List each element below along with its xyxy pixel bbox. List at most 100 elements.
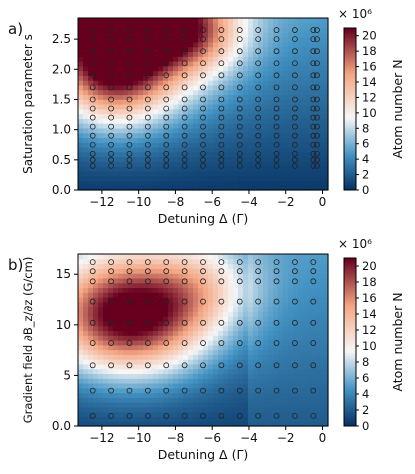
heatmap-cell <box>238 132 244 139</box>
heatmap-cell <box>213 320 219 327</box>
heatmap-cell <box>168 185 174 191</box>
heatmap-cell <box>273 147 279 153</box>
heatmap-cell <box>158 359 164 365</box>
heatmap-cell <box>168 99 174 105</box>
heatmap-cell <box>278 80 284 86</box>
heatmap-cell <box>303 137 309 143</box>
heatmap-cell <box>108 89 114 96</box>
heatmap-cell <box>143 306 149 312</box>
heatmap-cell <box>133 373 139 379</box>
heatmap-cell <box>143 387 149 394</box>
sample-point <box>310 298 317 305</box>
heatmap-cell <box>318 392 324 398</box>
heatmap-cell <box>133 118 139 124</box>
heatmap-cell <box>278 273 284 279</box>
sample-point <box>236 298 243 305</box>
heatmap-cell <box>283 166 289 172</box>
heatmap-cell <box>203 378 209 384</box>
sample-point <box>163 387 170 394</box>
heatmap-cell <box>228 287 234 293</box>
heatmap-cell <box>98 320 104 327</box>
heatmap-cell <box>158 297 164 303</box>
heatmap-cell <box>138 325 144 332</box>
heatmap-cell <box>213 268 219 274</box>
heatmap-cell <box>128 416 134 422</box>
heatmap-cell <box>168 75 174 81</box>
heatmap-cell <box>118 330 124 336</box>
heatmap-cell <box>233 297 239 303</box>
heatmap-cell <box>168 32 174 38</box>
heatmap-cell <box>143 368 149 375</box>
sample-point <box>108 141 114 148</box>
heatmap-cell <box>113 402 119 408</box>
heatmap-cell <box>268 22 274 29</box>
heatmap-cell <box>213 80 219 86</box>
heatmap-cell <box>223 397 229 403</box>
heatmap-cell <box>303 147 309 153</box>
heatmap-cell <box>218 359 224 365</box>
heatmap-cell <box>268 142 274 148</box>
heatmap-cell <box>88 268 94 274</box>
heatmap-cell <box>278 287 284 293</box>
heatmap-cell <box>188 411 194 418</box>
heatmap-cell <box>193 378 199 384</box>
heatmap-cell <box>173 70 179 76</box>
sample-point <box>236 123 243 130</box>
colorbar-segment <box>344 289 356 293</box>
sample-point <box>163 72 170 79</box>
heatmap-cell <box>273 277 279 284</box>
heatmap-cell <box>98 292 104 298</box>
sample-point <box>310 268 317 275</box>
heatmap-cell <box>128 254 134 260</box>
heatmap-cell <box>323 297 329 303</box>
heatmap-cell <box>283 306 289 312</box>
heatmap-cell <box>263 70 269 76</box>
heatmap-cell <box>278 70 284 76</box>
heatmap-cell <box>93 392 99 398</box>
heatmap-cell <box>143 75 149 81</box>
heatmap-cell <box>248 411 254 418</box>
heatmap-cell <box>83 421 89 427</box>
heatmap-cell <box>283 297 289 303</box>
heatmap-cell <box>113 344 119 351</box>
heatmap-cell <box>308 349 314 355</box>
heatmap-cell <box>233 18 239 24</box>
heatmap-cell <box>228 185 234 191</box>
heatmap-cell <box>188 397 194 403</box>
heatmap-cell <box>153 383 159 389</box>
colorbar-segment <box>344 371 356 374</box>
heatmap-cell <box>233 22 239 29</box>
colorbar-segment <box>344 260 356 263</box>
heatmap-cell <box>163 301 169 308</box>
heatmap-cell <box>273 258 279 265</box>
heatmap-cell <box>268 70 274 76</box>
heatmap-cell <box>218 27 224 33</box>
heatmap-cell <box>223 22 229 29</box>
heatmap-cell <box>128 127 134 134</box>
x-tick-label: −10 <box>126 431 151 445</box>
heatmap-cell <box>203 316 209 322</box>
heatmap-cell <box>168 263 174 269</box>
colorbar-segment <box>344 379 356 383</box>
heatmap-cell <box>238 166 244 172</box>
heatmap-cell <box>323 99 329 105</box>
heatmap-cell <box>178 46 184 53</box>
heatmap-cell <box>313 273 319 279</box>
heatmap-cell <box>198 70 204 76</box>
heatmap-cell <box>278 65 284 72</box>
heatmap-cell <box>293 118 299 124</box>
heatmap-cell <box>298 330 304 336</box>
heatmap-cell <box>278 301 284 308</box>
x-tick-label: −4 <box>240 431 258 445</box>
heatmap-cell <box>278 180 284 186</box>
heatmap-cell <box>273 397 279 403</box>
heatmap-cell <box>323 127 329 134</box>
heatmap-cell <box>248 292 254 298</box>
sample-point <box>310 362 317 369</box>
heatmap-cell <box>153 378 159 384</box>
heatmap-cell <box>178 18 184 24</box>
heatmap-cell <box>103 320 109 327</box>
heatmap-cell <box>288 258 294 265</box>
sample-point <box>255 162 262 169</box>
heatmap-cell <box>178 161 184 167</box>
